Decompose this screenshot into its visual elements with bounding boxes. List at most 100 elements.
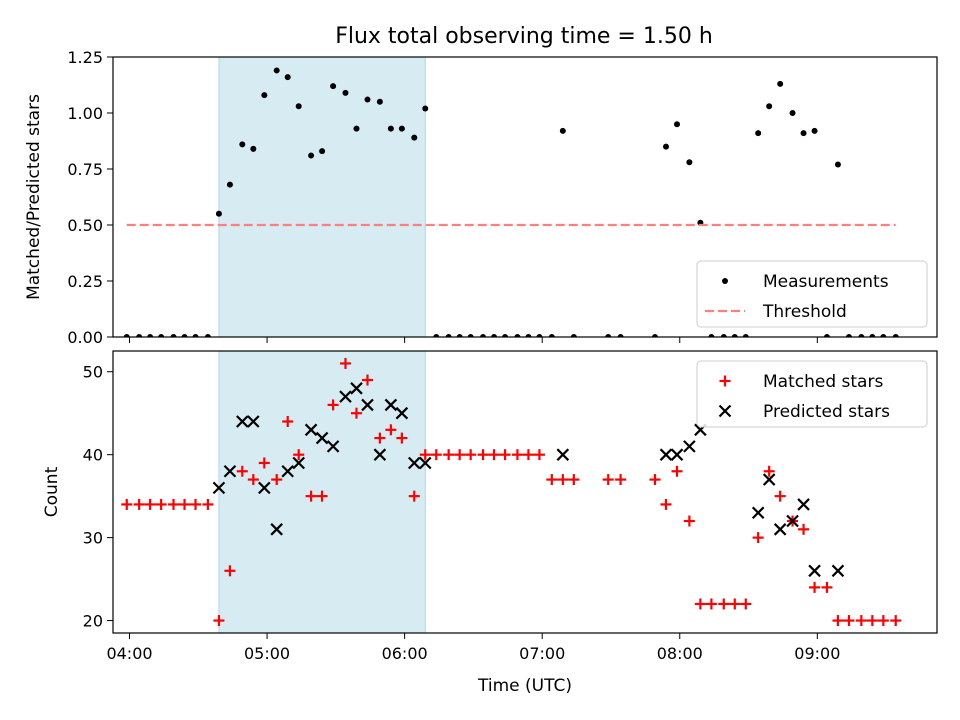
measurement-point xyxy=(800,130,807,137)
measurement-point xyxy=(548,334,555,337)
measurement-point xyxy=(422,105,429,112)
measurement-point xyxy=(823,334,830,337)
matched-star-point xyxy=(293,449,305,461)
predicted-star-point xyxy=(223,464,237,478)
matched-star-point xyxy=(660,498,672,510)
measurement-point xyxy=(136,334,143,337)
predicted-star-point xyxy=(762,473,776,486)
measurement-point xyxy=(708,334,715,337)
measurement-point xyxy=(536,334,543,337)
measurement-point xyxy=(880,334,887,337)
x-tick-label: 09:00 xyxy=(794,644,840,663)
legend-swatch xyxy=(719,375,731,387)
y-tick-label: 30 xyxy=(83,529,103,548)
predicted-star-point xyxy=(797,498,810,511)
matched-star-point xyxy=(465,449,477,461)
matched-star-point xyxy=(763,465,775,477)
data-layer xyxy=(123,67,899,337)
matched-star-point xyxy=(752,532,764,544)
measurement-point xyxy=(674,121,681,128)
plot-frame xyxy=(112,350,938,634)
predicted-star-point xyxy=(773,523,787,536)
matched-star-point xyxy=(855,615,867,627)
predicted-star-point xyxy=(350,382,363,395)
measurement-point xyxy=(319,148,326,155)
top-panel: 0.00 0.25 0.50 0.75 1.00 1.25 Matched/Predicte… xyxy=(24,48,938,347)
matched-star-point xyxy=(168,498,180,510)
matched-star-point xyxy=(121,498,133,510)
measurement-point xyxy=(467,334,474,337)
measurement-point xyxy=(376,98,383,105)
matched-star-point xyxy=(718,598,730,610)
matched-star-point xyxy=(443,449,455,461)
matched-star-point xyxy=(247,474,259,486)
predicted-star-point xyxy=(315,431,329,445)
predicted-star-point xyxy=(831,564,845,578)
measurement-point xyxy=(387,125,394,132)
predicted-star-point xyxy=(281,464,294,478)
y-tick-label: 50 xyxy=(83,363,103,382)
measurement-point xyxy=(330,83,337,90)
matched-star-point xyxy=(258,457,270,469)
matched-star-point xyxy=(361,374,373,386)
measurement-point xyxy=(742,334,749,337)
matched-star-point xyxy=(374,432,386,444)
measurement-point xyxy=(892,334,899,337)
predicted-star-point xyxy=(339,390,352,403)
measurement-point xyxy=(261,92,268,99)
matched-star-point xyxy=(316,490,328,502)
legend: Measurements Threshold xyxy=(696,260,928,328)
measurement-point xyxy=(755,130,762,137)
matched-star-point xyxy=(408,490,420,502)
matched-star-point xyxy=(327,399,339,411)
matched-star-point xyxy=(430,449,442,461)
matched-star-point xyxy=(832,615,844,627)
legend-swatch xyxy=(718,404,732,418)
figure-title: Flux total observing time = 1.50 h xyxy=(335,24,713,49)
matched-star-point xyxy=(774,490,786,502)
predicted-star-point xyxy=(786,514,799,528)
matched-star-point xyxy=(144,498,156,510)
measurement-point xyxy=(342,89,349,96)
legend-label: Predicted stars xyxy=(763,402,890,422)
predicted-star-point xyxy=(659,448,673,461)
matched-star-point xyxy=(339,357,351,369)
measurement-point xyxy=(766,103,773,110)
measurement-point xyxy=(720,334,727,337)
y-tick-label: 0.75 xyxy=(67,160,103,179)
measurement-point xyxy=(491,334,498,337)
predicted-star-point xyxy=(258,481,271,495)
measurement-point xyxy=(445,334,452,337)
x-tick-label: 05:00 xyxy=(244,644,290,663)
matched-star-point xyxy=(454,449,466,461)
matched-star-point xyxy=(546,474,558,486)
measurement-point xyxy=(181,334,188,337)
measurement-point xyxy=(204,334,211,337)
matched-star-point xyxy=(511,449,523,461)
measurement-point xyxy=(353,125,360,132)
matched-star-point xyxy=(179,498,191,510)
predicted-star-point xyxy=(395,406,409,420)
measurement-point xyxy=(502,334,509,337)
matched-star-point xyxy=(396,432,408,444)
matched-star-point xyxy=(649,474,661,486)
matched-star-point xyxy=(477,449,489,461)
x-tick-label: 08:00 xyxy=(657,644,703,663)
y-tick-label: 40 xyxy=(83,446,103,465)
legend-box xyxy=(696,360,928,428)
legend-label: Measurements xyxy=(763,272,889,292)
data-layer xyxy=(121,357,902,627)
measurement-point xyxy=(147,334,154,337)
measurement-point xyxy=(514,334,521,337)
measurement-point xyxy=(525,334,532,337)
measurement-point xyxy=(651,334,658,337)
measurement-point xyxy=(411,134,418,141)
measurement-point xyxy=(158,334,165,337)
predicted-star-point xyxy=(270,523,283,536)
matched-star-point xyxy=(843,615,855,627)
measurement-point xyxy=(663,143,670,150)
matched-star-point xyxy=(705,598,717,610)
y-tick-label: 20 xyxy=(83,612,103,631)
predicted-star-point xyxy=(247,415,260,428)
measurement-point xyxy=(480,334,487,337)
